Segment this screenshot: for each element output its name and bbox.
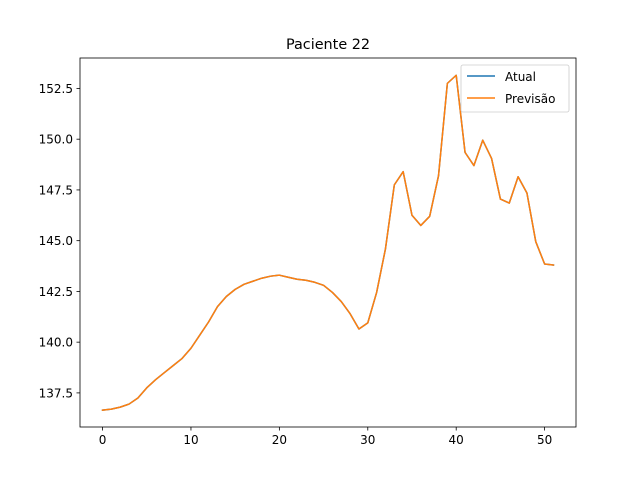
y-axis: 137.5 140.0 142.5 145.0 147.5 150.0 152.5 — [39, 82, 80, 400]
x-tick-label: 10 — [183, 433, 198, 447]
y-tick-label: 145.0 — [39, 234, 73, 248]
y-tick-label: 142.5 — [39, 285, 73, 299]
x-tick-label: 50 — [537, 433, 552, 447]
x-tick-label: 0 — [99, 433, 107, 447]
legend-label-atual: Atual — [505, 70, 536, 84]
x-tick-label: 40 — [449, 433, 464, 447]
chart-title: Paciente 22 — [286, 37, 370, 53]
plot-area — [101, 74, 555, 411]
y-tick-label: 140.0 — [39, 336, 73, 350]
y-tick-label: 137.5 — [39, 386, 73, 400]
legend-label-previsao: Previsão — [505, 92, 555, 106]
x-tick-label: 20 — [272, 433, 287, 447]
y-tick-label: 150.0 — [39, 133, 73, 147]
y-tick-label: 152.5 — [39, 82, 73, 96]
y-tick-label: 147.5 — [39, 183, 73, 197]
series-line-previsao — [101, 74, 555, 411]
x-tick-label: 30 — [360, 433, 375, 447]
axes-frame — [79, 57, 577, 428]
series-line-atual — [101, 74, 555, 411]
x-axis: 0 10 20 30 40 50 — [99, 427, 552, 447]
legend: Atual Previsão — [460, 64, 570, 113]
